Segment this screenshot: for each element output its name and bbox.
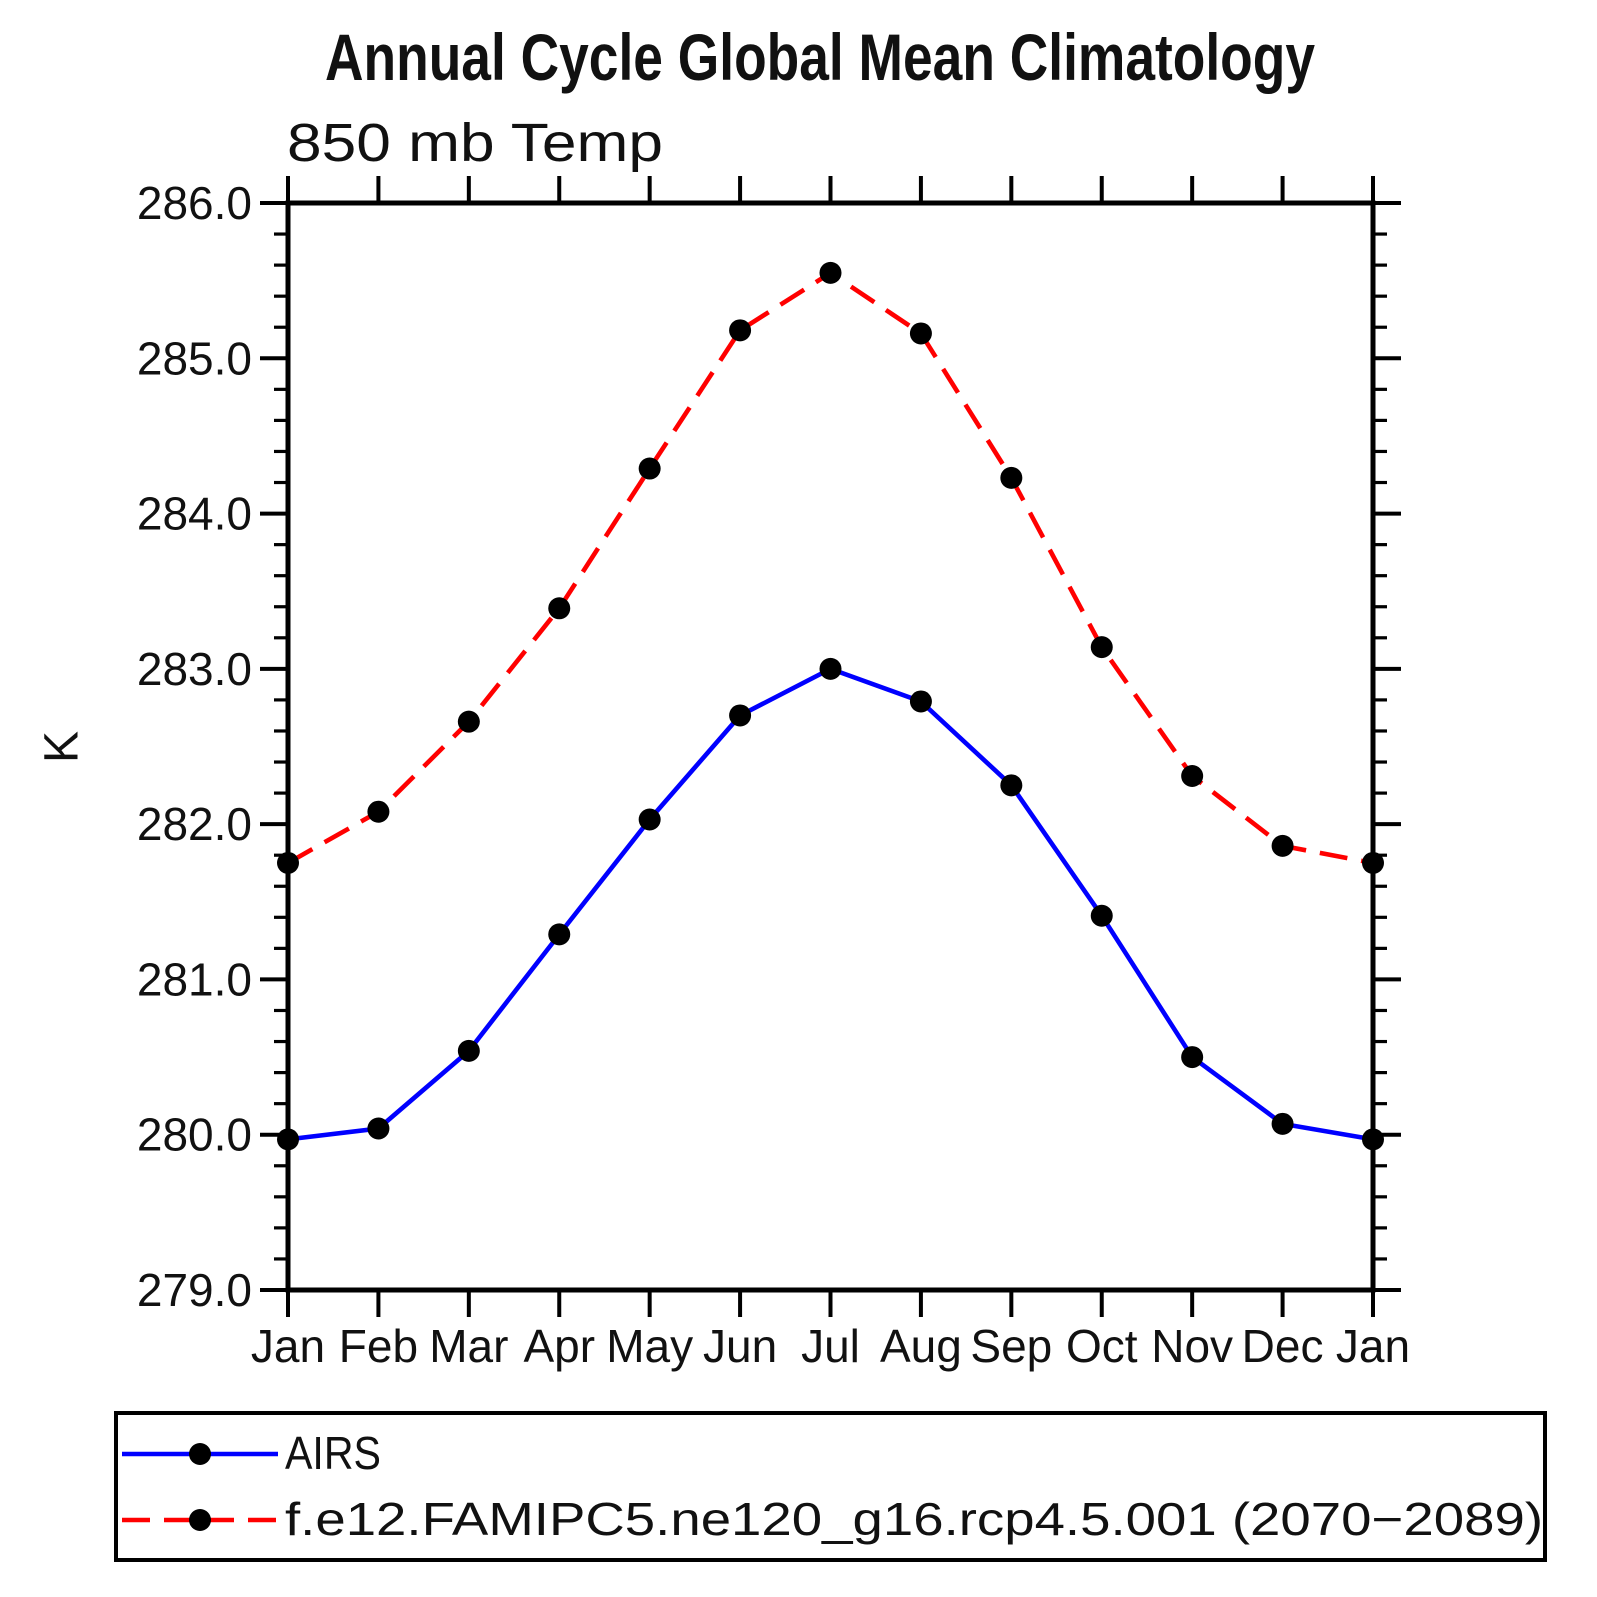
data-point-marker bbox=[1090, 636, 1113, 659]
data-point-marker bbox=[457, 710, 480, 733]
y-tick-label: 284.0 bbox=[137, 488, 252, 540]
y-tick-label: 282.0 bbox=[137, 798, 252, 850]
y-tick-label: 279.0 bbox=[137, 1264, 252, 1316]
x-tick-label: Apr bbox=[523, 1320, 595, 1372]
x-tick-label: Mar bbox=[429, 1320, 508, 1372]
data-point-marker bbox=[729, 704, 752, 727]
data-point-marker bbox=[1362, 1128, 1384, 1151]
x-tick-label: Feb bbox=[339, 1320, 418, 1372]
data-point-marker bbox=[1362, 851, 1384, 874]
plot-frame bbox=[285, 200, 1376, 1293]
legend-sample-marker bbox=[189, 1509, 211, 1531]
data-point-marker bbox=[819, 261, 842, 284]
x-tick-label: Jan bbox=[1336, 1320, 1410, 1372]
data-point-marker bbox=[909, 322, 932, 345]
series-line-model bbox=[286, 270, 1374, 866]
x-tick-label: Jan bbox=[251, 1320, 325, 1372]
y-tick-label: 281.0 bbox=[137, 953, 252, 1005]
y-axis-label: K bbox=[36, 731, 89, 763]
plot-area: 279.0 280.0 281.0 282.0 283.0 284.0 285.0 286.0… bbox=[114, 176, 1547, 1562]
data-point-marker bbox=[1090, 904, 1113, 927]
data-point-marker bbox=[729, 319, 752, 342]
x-tick-label: Nov bbox=[1151, 1320, 1233, 1372]
data-point-marker bbox=[277, 851, 299, 874]
data-point-marker bbox=[367, 1117, 390, 1140]
data-point-marker bbox=[909, 690, 932, 713]
series-line-airs bbox=[287, 666, 1374, 1142]
data-point-marker bbox=[1271, 834, 1294, 857]
data-point-marker bbox=[1181, 1046, 1204, 1069]
data-point-marker bbox=[1000, 774, 1023, 797]
data-point-marker bbox=[367, 800, 390, 823]
y-tick-label: 286.0 bbox=[137, 177, 252, 229]
x-tick-label: Aug bbox=[880, 1320, 962, 1372]
data-point-marker bbox=[457, 1039, 480, 1062]
legend-label: f.e12.FAMIPC5.ne120_g16.rcp4.5.001 (2070… bbox=[285, 1493, 1543, 1545]
data-point-marker bbox=[548, 923, 571, 946]
data-point-marker bbox=[548, 597, 571, 620]
y-tick-label: 285.0 bbox=[137, 332, 252, 384]
x-tick-label: May bbox=[606, 1320, 693, 1372]
data-point-marker bbox=[638, 808, 661, 831]
legend-sample-marker bbox=[189, 1443, 211, 1465]
y-tick-label: 283.0 bbox=[137, 643, 252, 695]
x-tick-label: Oct bbox=[1066, 1320, 1138, 1372]
data-point-marker bbox=[1181, 765, 1204, 788]
data-point-marker bbox=[1000, 466, 1023, 489]
x-tick-label: Dec bbox=[1242, 1320, 1324, 1372]
legend-box bbox=[114, 1411, 1547, 1562]
x-tick-label: Jun bbox=[703, 1320, 777, 1372]
x-tick-label: Jul bbox=[801, 1320, 860, 1372]
data-point-marker bbox=[638, 457, 661, 480]
data-point-marker bbox=[819, 657, 842, 680]
x-tick-label: Sep bbox=[970, 1320, 1052, 1372]
data-point-marker bbox=[277, 1128, 299, 1151]
legend-label: AIRS bbox=[285, 1427, 381, 1479]
chart-subtitle: 850 mb Temp bbox=[287, 113, 663, 173]
y-tick-label: 280.0 bbox=[137, 1109, 252, 1161]
data-point-marker bbox=[1271, 1112, 1294, 1135]
chart-title: Annual Cycle Global Mean Climatology bbox=[325, 20, 1315, 94]
